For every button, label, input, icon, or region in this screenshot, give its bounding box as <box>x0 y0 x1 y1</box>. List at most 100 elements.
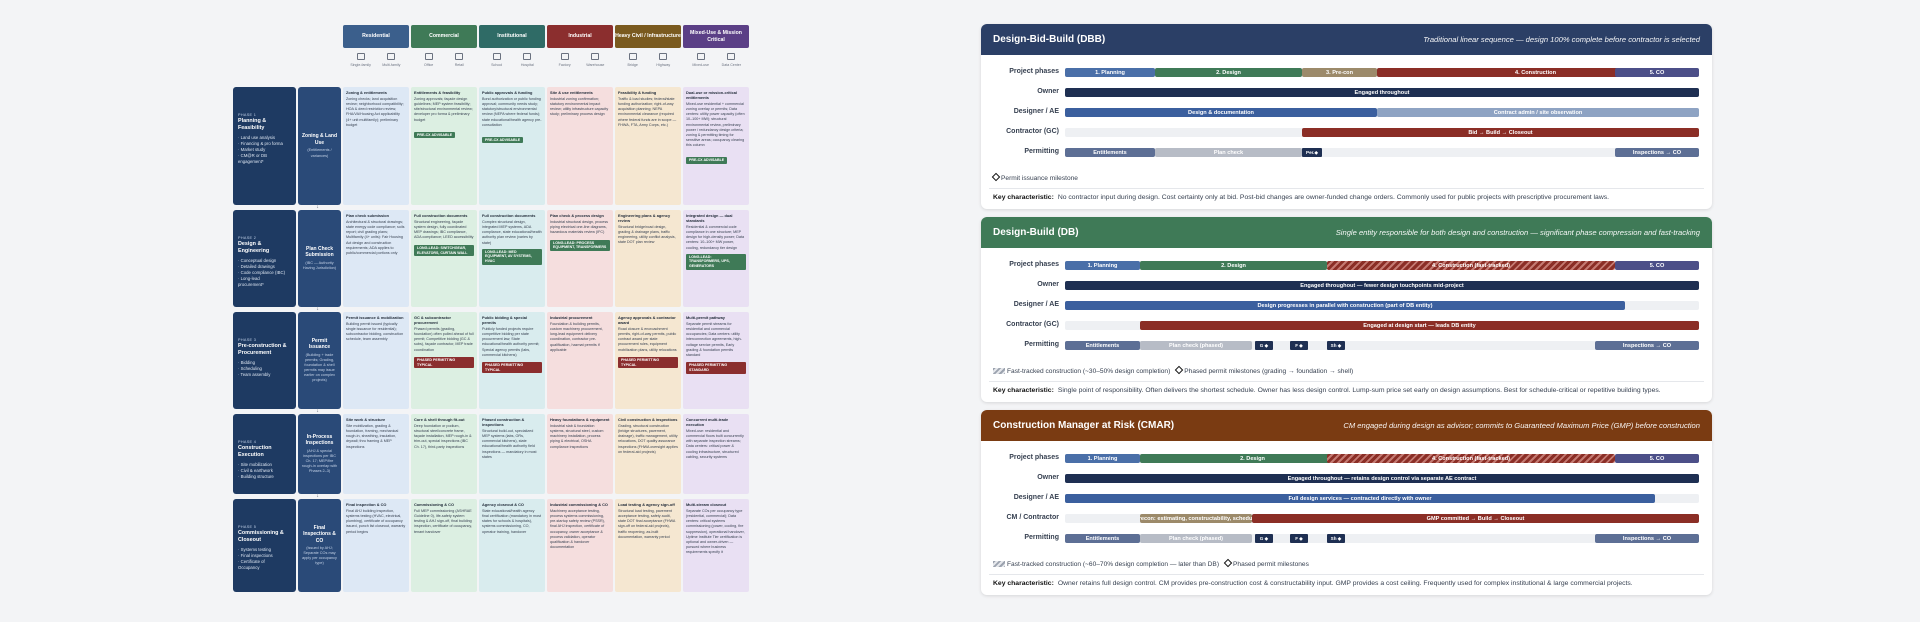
row-track: Entitlements Plan check (phased) G ◆ F ◆ Sh … <box>1065 534 1699 543</box>
phase-co: 5. CO <box>1615 68 1699 77</box>
phase-item: · Code compliance (IBC) <box>238 270 286 276</box>
phase-items: · Systems testing · Final inspections · Ce… <box>238 547 291 571</box>
phase-items: · Conceptual design · Detailed drawings · … <box>238 258 291 288</box>
gate-title: Final Inspections & CO <box>303 524 336 544</box>
cell-tag: LONG-LEAD: SWITCHGEAR, ELEVATORS, CURTAI… <box>414 244 474 257</box>
plan-check-bar: Plan check (phased) <box>1140 341 1252 350</box>
row-track: Engaged throughout — retains design cont… <box>1065 474 1699 483</box>
row-label: Permitting <box>1024 341 1059 348</box>
cell-tag: PRE-CX ADVISABLE <box>686 157 728 164</box>
cell-title: Site work & structure <box>346 417 386 422</box>
permit-milestone: G ◆ <box>1255 341 1273 350</box>
cell-body: Road closure & encroachment permits, rig… <box>618 327 677 352</box>
cell-body: State educational/health agency final ce… <box>482 509 542 534</box>
gate-subtitle: (Building + trade permits; Grading, foun… <box>303 352 336 383</box>
cell-title: Zoning & entitlements <box>346 90 387 95</box>
cell-title: Multi-permit pathway <box>686 315 725 320</box>
matrix-cell: Industrial commissioning & CO Machinery a… <box>547 499 613 592</box>
phase-number: PHASE 1 <box>238 113 257 117</box>
matrix-cell: Phased construction & inspections Structu… <box>479 414 545 494</box>
data-center-icon <box>727 53 736 60</box>
cell-title: GC & subcontractor procurement <box>414 315 451 326</box>
cell-title: Commissioning & CO <box>414 502 454 507</box>
icon-label: Office <box>423 63 434 67</box>
matrix-cell: Feasibility & funding Traffic & load stud… <box>615 87 681 205</box>
icon-label: Single-family <box>350 63 371 67</box>
phase-construction: 4. Construction (fast-tracked) <box>1327 261 1615 270</box>
row-permitting: Permitting Entitlements Plan check (phased… <box>981 532 1712 544</box>
cell-title: Concurrent multi-trade execution <box>686 417 729 428</box>
icon-label: School <box>491 63 503 67</box>
phase-title: Commissioning & Closeout <box>238 530 284 544</box>
icon-group: Mixed-use <box>688 53 714 101</box>
legend: Fast-tracked construction (~60–70% desig… <box>993 558 1309 568</box>
icon-group: Retail <box>446 53 472 101</box>
key-label: Key characteristic: <box>993 387 1054 394</box>
phase-item: · Team assembly <box>238 372 271 378</box>
gate-title: Permit Issuance <box>308 337 331 351</box>
column-header-4[interactable]: Heavy Civil / Infrastructure <box>615 25 681 48</box>
cell-body: Mixed-use residential + commercial zonin… <box>686 102 745 148</box>
row-designer: Designer / AE Design & documentation Contr… <box>981 106 1712 118</box>
row-permitting: Permitting Entitlements Plan check (phased… <box>981 339 1712 351</box>
icon-group: Data Center <box>718 53 744 101</box>
matrix-cell: Site work & structure Site mobilization, … <box>343 414 409 494</box>
matrix-cell: Core & shell through fit-out Deep foundat… <box>411 414 477 494</box>
permit-milestone: Sh ◆ <box>1327 341 1345 350</box>
designer-bar: Design & documentation <box>1065 108 1377 117</box>
delivery-phase-matrix: Residential Single-family Multi-family Comm… <box>233 25 751 597</box>
cell-title: Phased construction & inspections <box>482 417 525 428</box>
column-header-1[interactable]: Commercial <box>411 25 477 48</box>
phase-arrow: ↓ <box>316 493 319 499</box>
column-icons-0: Single-family Multi-family <box>343 53 409 101</box>
legend-milestone-item: Phased permit milestones <box>1223 558 1309 568</box>
row-track: Precon: estimating, constructability, sc… <box>1065 514 1699 523</box>
phase-number: PHASE 3 <box>238 338 257 342</box>
cell-body: Industrial structural design, process pi… <box>550 220 609 235</box>
column-header-3[interactable]: Industrial <box>547 25 613 48</box>
phase-co: 5. CO <box>1615 454 1699 463</box>
icon-group: Factory <box>552 53 578 101</box>
gate-subtitle: (AHJ & special inspections per IBC Ch. 1… <box>301 448 338 474</box>
key-label: Key characteristic: <box>993 194 1054 201</box>
matrix-cell: Engineering plans & agency review Structu… <box>615 210 681 307</box>
row-phases: Project phases 1. Planning 2. Design 3. Pre… <box>981 66 1712 78</box>
row-label: Permitting <box>1024 534 1059 541</box>
cell-title: Site & use entitlements <box>550 90 593 95</box>
cell-body: Industrial slab & foundation systems, st… <box>550 424 604 449</box>
gate-card-1: Zoning & Land Use (Entitlements / varianc… <box>298 87 341 205</box>
cell-title: Full construction documents <box>414 213 468 218</box>
phase-precon: 3. Pre-con <box>1302 68 1377 77</box>
cell-tag: PRE-CX ADVISABLE <box>482 136 524 144</box>
panel-header: Construction Manager at Risk (CMAR) CM en… <box>981 410 1712 441</box>
key-characteristic: Key characteristic: No contractor input d… <box>993 194 1609 201</box>
phase-item: · Civil & earthwork <box>238 468 273 474</box>
cell-title: Public bidding & special permits <box>482 315 527 326</box>
school-icon <box>492 53 501 60</box>
row-permitting: Permitting Entitlements Plan check Per.◆ Ins… <box>981 146 1712 158</box>
entitlements-bar: Entitlements <box>1065 534 1140 543</box>
phase-design: 2. Design <box>1155 68 1302 77</box>
cell-body: Final AHJ building inspection, systems t… <box>346 509 406 534</box>
cell-body: Publicly funded projects require competi… <box>482 327 540 357</box>
key-text: No contractor input during design. Cost … <box>1057 194 1610 201</box>
legend: Permit issuance milestone <box>991 172 1078 182</box>
cell-body: Building permit issued (typically single… <box>346 322 404 342</box>
row-designer: Designer / AE Full design services — cont… <box>981 492 1712 504</box>
icon-label: Factory <box>558 63 571 67</box>
cell-body: Structural build-out, specialized MEP sy… <box>482 429 537 459</box>
gate-title: Plan Check Submission <box>305 245 334 259</box>
cell-tag: PHASED PERMITTING STANDARD <box>686 362 746 374</box>
row-track: Entitlements Plan check (phased) G ◆ F ◆ Sh … <box>1065 341 1699 350</box>
phase-planning: 1. Planning <box>1065 454 1140 463</box>
column-icons-1: Office Retail <box>411 53 477 101</box>
matrix-cell: Multi-permit pathway Separate permit stre… <box>683 312 749 409</box>
matrix-cell: Multi-stream closeout Separate COs per oc… <box>683 499 749 592</box>
column-header-2[interactable]: Institutional <box>479 25 545 48</box>
cell-tag: PHASED PERMITTING TYPICAL <box>482 362 542 374</box>
legend-milestone-item: Phased permit milestones (grading → foun… <box>1175 365 1353 375</box>
column-header-5[interactable]: Mixed-Use & Mission Critical <box>683 25 749 48</box>
key-text: Single point of responsibility. Often de… <box>1057 387 1661 394</box>
column-header-0[interactable]: Residential <box>343 25 409 48</box>
phase-title: Construction Execution <box>238 445 272 459</box>
